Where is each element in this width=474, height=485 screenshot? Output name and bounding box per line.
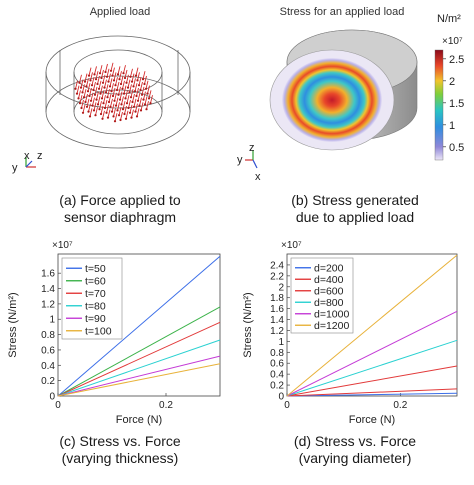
colorbar-tick-label: 2.5 <box>449 54 464 66</box>
y-tick-label: 0.8 <box>41 330 55 341</box>
legend-entry: t=70 <box>85 288 106 300</box>
b-axis-label-z: z <box>249 142 255 154</box>
axis-label-y: y <box>12 162 18 174</box>
y-tick-label: 0.4 <box>41 361 55 372</box>
panel-b-caption-line2: due to applied load <box>295 209 415 225</box>
panel-b-title: Stress for an applied load <box>279 6 405 18</box>
stress-distribution-figure: y z x N/m² ×10⁷ 2.5 2 1.5 1 0.5 <box>237 13 464 183</box>
legend-entry: t=100 <box>85 325 112 337</box>
y-tick-label: 0.2 <box>41 376 55 387</box>
legend-entry: d=800 <box>314 297 344 309</box>
y-axis-multiplier: ×10⁷ <box>52 240 73 251</box>
legend-entry: d=200 <box>314 262 344 274</box>
legend-entry: t=80 <box>85 300 106 312</box>
panel-a-caption-line1: (a) Force applied to <box>59 192 181 208</box>
y-tick-label: 1 <box>49 315 55 326</box>
panel-d-caption-line1: (d) Stress vs. Force <box>293 433 417 449</box>
y-axis-label: Stress (N/m²) <box>7 292 19 357</box>
legend-entry: d=600 <box>314 285 344 297</box>
x-tick-label: 0.2 <box>393 400 407 411</box>
legend: t=50t=60t=70t=80t=90t=100 <box>61 257 123 340</box>
panel-a-title: Applied load <box>89 6 151 18</box>
legend-entry: t=50 <box>85 263 106 275</box>
b-axis-label-x: x <box>255 171 261 183</box>
legend-entry: t=60 <box>85 275 106 287</box>
series-line-t=90 <box>57 355 221 397</box>
series-line-d=600 <box>286 365 458 397</box>
y-tick-label: 1 <box>278 337 284 348</box>
y-tick-label: 0 <box>278 392 284 403</box>
legend-entry: d=1000 <box>314 308 349 320</box>
y-tick-label: 0.8 <box>270 348 284 359</box>
panel-a-caption: (a) Force applied to sensor diaphragm <box>10 192 230 226</box>
y-axis-label: Stress (N/m²) <box>242 292 254 357</box>
colorbar-multiplier: ×10⁷ <box>442 36 463 47</box>
panel-b-caption-line1: (b) Stress generated <box>291 192 419 208</box>
y-tick-label: 0.6 <box>41 345 55 356</box>
series-line-d=800 <box>286 339 458 397</box>
series-line-t=80 <box>57 339 221 397</box>
y-axis-multiplier: ×10⁷ <box>281 240 302 251</box>
y-tick-label: 2.4 <box>270 260 284 271</box>
x-tick-label: 0 <box>55 400 61 411</box>
y-tick-label: 2 <box>278 282 284 293</box>
y-tick-label: 1.6 <box>41 269 55 280</box>
series-line-d=400 <box>286 388 458 397</box>
y-tick-label: 0.4 <box>270 370 284 381</box>
colorbar: N/m² ×10⁷ 2.5 2 1.5 1 0.5 <box>434 13 464 161</box>
legend-entry: d=1200 <box>314 320 349 332</box>
colorbar-tick-label: 0.5 <box>449 142 464 154</box>
y-tick-label: 0.6 <box>270 359 284 370</box>
panel-c-caption: (c) Stress vs. Force (varying thickness) <box>10 433 230 467</box>
panel-d-caption-line2: (varying diameter) <box>298 450 412 466</box>
stress-vs-force-thickness-chart: ×10⁷ 0 0.2 0.4 0.6 0.8 1 1.2 1.4 1.6 0 0.2 Force (N)… <box>7 240 221 426</box>
y-tick-label: 1.6 <box>270 304 284 315</box>
y-tick-label: 0 <box>49 392 55 403</box>
series-line-d=1000 <box>286 310 458 397</box>
y-tick-label: 0.2 <box>270 381 284 392</box>
panel-c-caption-line2: (varying thickness) <box>61 450 179 466</box>
y-tick-label: 1.2 <box>270 326 284 337</box>
colorbar-unit: N/m² <box>437 13 461 25</box>
series-line-t=50 <box>57 255 221 397</box>
y-tick-label: 1.4 <box>41 284 55 295</box>
axis-label-x: x <box>24 150 30 162</box>
colorbar-tick-label: 1 <box>449 120 455 132</box>
diaphragm-force-figure: y x z <box>12 35 191 174</box>
b-axis-label-y: y <box>237 154 243 166</box>
series-line-d=1200 <box>286 254 458 397</box>
axis-label-z: z <box>37 150 43 162</box>
force-arrow-field <box>74 62 153 123</box>
legend-entry: t=90 <box>85 313 106 325</box>
panel-a-caption-line2: sensor diaphragm <box>63 209 177 225</box>
x-axis-label: Force (N) <box>349 414 395 426</box>
series-line-d=200 <box>286 392 458 397</box>
series-line-t=100 <box>57 363 221 397</box>
legend-entry: d=400 <box>314 274 344 286</box>
x-tick-label: 0.2 <box>159 400 173 411</box>
y-tick-label: 1.4 <box>270 315 284 326</box>
x-axis-label: Force (N) <box>116 414 162 426</box>
colorbar-tick-label: 1.5 <box>449 98 464 110</box>
y-tick-label: 1.2 <box>41 299 55 310</box>
panel-d-caption: (d) Stress vs. Force (varying diameter) <box>245 433 465 467</box>
panel-b-caption: (b) Stress generated due to applied load <box>245 192 465 226</box>
series-line-t=70 <box>57 321 221 397</box>
panel-c-caption-line1: (c) Stress vs. Force <box>59 433 181 449</box>
y-tick-label: 2.2 <box>270 271 284 282</box>
colorbar-tick-label: 2 <box>449 76 455 88</box>
y-tick-label: 1.8 <box>270 293 284 304</box>
series-line-t=60 <box>57 306 221 397</box>
x-tick-label: 0 <box>284 400 290 411</box>
